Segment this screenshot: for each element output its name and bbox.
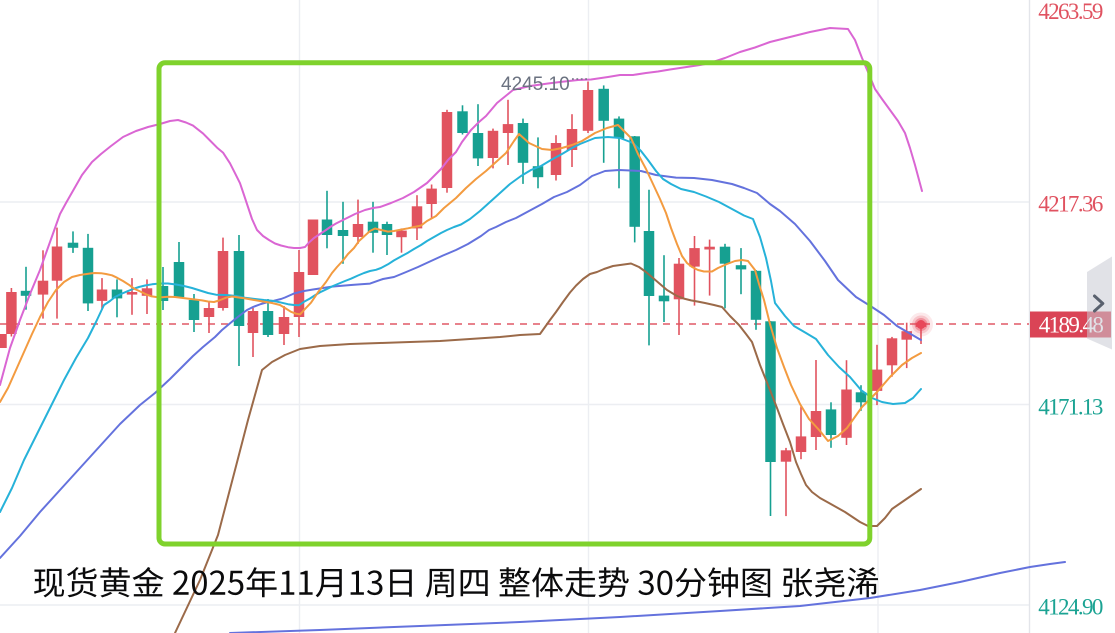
svg-text:4245.10: 4245.10 (501, 74, 570, 95)
svg-text:4263.59: 4263.59 (1038, 0, 1103, 24)
svg-text:4217.36: 4217.36 (1038, 192, 1103, 217)
svg-text:4171.13: 4171.13 (1038, 395, 1103, 420)
svg-text:4124.90: 4124.90 (1038, 595, 1103, 620)
